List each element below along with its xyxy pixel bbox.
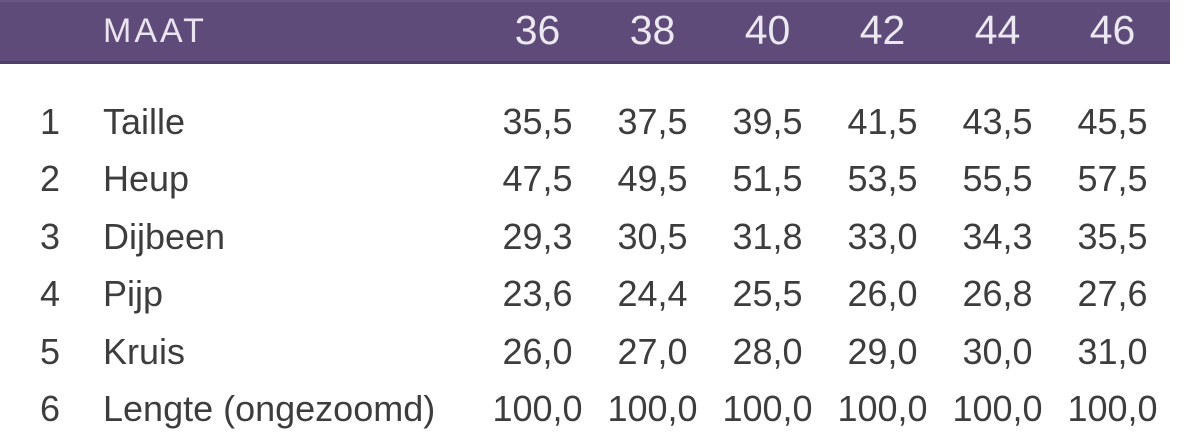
row-number: 3 [39, 215, 61, 257]
value-cell: 25,5 [732, 273, 803, 315]
value-cell: 26,8 [962, 273, 1033, 315]
value-cell: 100,0 [492, 388, 583, 430]
size-column-header-38: 38 [629, 7, 676, 53]
table-row-heup: 2 Heup 47,5 49,5 51,5 53,5 55,5 57,5 [0, 151, 1170, 209]
value-cell: 23,6 [502, 273, 573, 315]
size-chart-header-label: MAAT [103, 12, 207, 50]
value-cell: 34,3 [962, 215, 1033, 257]
value-cell: 41,5 [847, 100, 918, 142]
value-cell: 37,5 [617, 100, 688, 142]
value-cell: 39,5 [732, 100, 803, 142]
row-label: Heup [103, 158, 190, 200]
table-row-lengte: 6 Lengte (ongezoomd) 100,0 100,0 100,0 1… [0, 381, 1170, 439]
value-cell: 51,5 [732, 158, 803, 200]
table-row-kruis: 5 Kruis 26,0 27,0 28,0 29,0 30,0 31,0 [0, 323, 1170, 381]
row-label: Pijp [103, 273, 164, 315]
value-cell: 53,5 [847, 158, 918, 200]
table-row-pijp: 4 Pijp 23,6 24,4 25,5 26,0 26,8 27,6 [0, 266, 1170, 324]
row-label: Taille [103, 100, 186, 142]
value-cell: 31,0 [1077, 330, 1148, 372]
value-cell: 55,5 [962, 158, 1033, 200]
row-number: 2 [39, 158, 61, 200]
row-number: 6 [39, 388, 61, 430]
value-cell: 35,5 [1077, 215, 1148, 257]
size-column-header-42: 42 [859, 7, 906, 53]
value-cell: 43,5 [962, 100, 1033, 142]
value-cell: 27,6 [1077, 273, 1148, 315]
value-cell: 100,0 [722, 388, 813, 430]
row-label: Dijbeen [103, 215, 226, 257]
value-cell: 29,0 [847, 330, 918, 372]
value-cell: 100,0 [952, 388, 1043, 430]
table-row-taille: 1 Taille 35,5 37,5 39,5 41,5 43,5 45,5 [0, 93, 1170, 151]
value-cell: 35,5 [502, 100, 573, 142]
value-cell: 100,0 [1067, 388, 1158, 430]
size-column-header-46: 46 [1089, 7, 1136, 53]
size-column-header-44: 44 [974, 7, 1021, 53]
value-cell: 57,5 [1077, 158, 1148, 200]
value-cell: 26,0 [502, 330, 573, 372]
value-cell: 47,5 [502, 158, 573, 200]
size-column-header-36: 36 [514, 7, 561, 53]
row-number: 1 [39, 100, 61, 142]
value-cell: 33,0 [847, 215, 918, 257]
row-label: Kruis [103, 330, 186, 372]
row-number: 5 [39, 330, 61, 372]
value-cell: 29,3 [502, 215, 573, 257]
size-column-header-40: 40 [744, 7, 791, 53]
value-cell: 100,0 [837, 388, 928, 430]
size-chart-body: 1 Taille 35,5 37,5 39,5 41,5 43,5 45,5 2… [0, 64, 1170, 438]
value-cell: 45,5 [1077, 100, 1148, 142]
row-number: 4 [39, 273, 61, 315]
value-cell: 27,0 [617, 330, 688, 372]
row-label: Lengte (ongezoomd) [103, 388, 436, 430]
value-cell: 49,5 [617, 158, 688, 200]
value-cell: 100,0 [607, 388, 698, 430]
value-cell: 30,0 [962, 330, 1033, 372]
value-cell: 28,0 [732, 330, 803, 372]
value-cell: 24,4 [617, 273, 688, 315]
value-cell: 30,5 [617, 215, 688, 257]
size-chart-header-row: MAAT 36 38 40 42 44 46 [0, 0, 1170, 64]
table-row-dijbeen: 3 Dijbeen 29,3 30,5 31,8 33,0 34,3 35,5 [0, 208, 1170, 266]
value-cell: 26,0 [847, 273, 918, 315]
value-cell: 31,8 [732, 215, 803, 257]
